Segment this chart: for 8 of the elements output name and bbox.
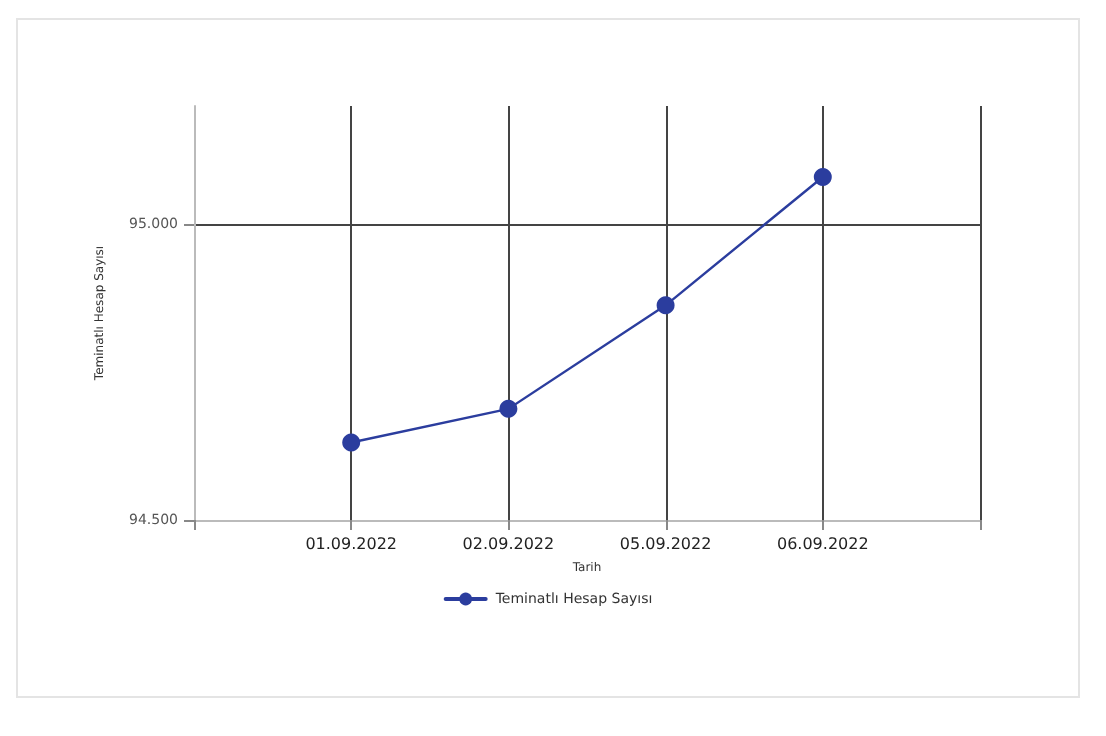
x-tick-label: 05.09.2022	[619, 535, 712, 553]
point	[813, 167, 832, 186]
point	[499, 399, 518, 418]
point	[342, 433, 361, 452]
x-tick-label: 02.09.2022	[462, 535, 555, 553]
point	[656, 296, 675, 315]
x-tick-label: 06.09.2022	[776, 535, 869, 553]
x-tick-label: 01.09.2022	[305, 535, 398, 553]
